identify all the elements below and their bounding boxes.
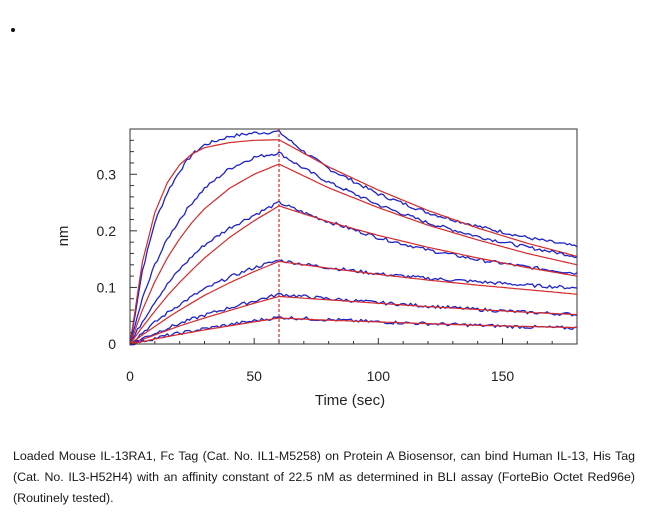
bullet-dot: [11, 28, 15, 32]
measured-trace-4: [129, 259, 578, 346]
y-axis-ticks: 0 0.1 0.2 0.3: [97, 139, 137, 352]
x-tick-label-150: 150: [491, 368, 515, 384]
fit-curve-6: [129, 317, 578, 345]
x-tick-label-50: 50: [246, 368, 262, 384]
figure-caption: Loaded Mouse IL-13RA1, Fc Tag (Cat. No. …: [13, 449, 635, 505]
y-tick-label-0: 0: [108, 336, 116, 352]
fit-curve-5: [129, 295, 578, 345]
y-tick-label-0.2: 0.2: [97, 223, 117, 239]
y-tick-label-0.1: 0.1: [97, 279, 117, 295]
x-tick-label-100: 100: [367, 368, 391, 384]
measured-trace-5: [129, 292, 578, 346]
x-axis-ticks: 0 50 100 150: [126, 338, 553, 384]
measured-trace-2: [129, 151, 578, 346]
fit-curve-1: [129, 139, 578, 345]
fit-curve-3: [129, 205, 578, 345]
y-tick-label-0.3: 0.3: [97, 166, 117, 182]
measured-trace-1: [129, 129, 578, 345]
fit-curve-2: [129, 163, 578, 345]
curves-group: [129, 129, 578, 346]
measured-trace-3: [129, 200, 578, 345]
x-axis-label: Time (sec): [315, 392, 385, 409]
fit-curve-4: [129, 260, 578, 345]
bli-sensorgram-chart: 0 50 100 150 0 0.1 0.2 0.3 Time (sec) nm: [55, 128, 578, 409]
y-axis-label: nm: [55, 226, 72, 247]
x-tick-label-0: 0: [126, 368, 134, 384]
